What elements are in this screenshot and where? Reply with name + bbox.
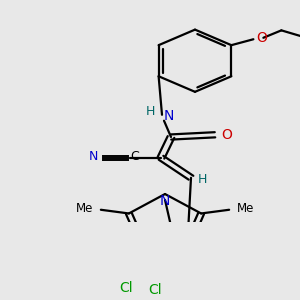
Text: O: O <box>256 31 267 45</box>
Text: Me: Me <box>236 202 254 215</box>
Text: N: N <box>160 194 170 208</box>
Text: C: C <box>130 150 140 163</box>
Text: Cl: Cl <box>119 281 133 295</box>
Text: H: H <box>197 173 207 186</box>
Text: Me: Me <box>76 202 94 215</box>
Text: N: N <box>164 109 174 122</box>
Text: N: N <box>88 150 98 163</box>
Text: H: H <box>145 105 155 118</box>
Text: O: O <box>222 128 232 142</box>
Text: Cl: Cl <box>148 283 162 297</box>
